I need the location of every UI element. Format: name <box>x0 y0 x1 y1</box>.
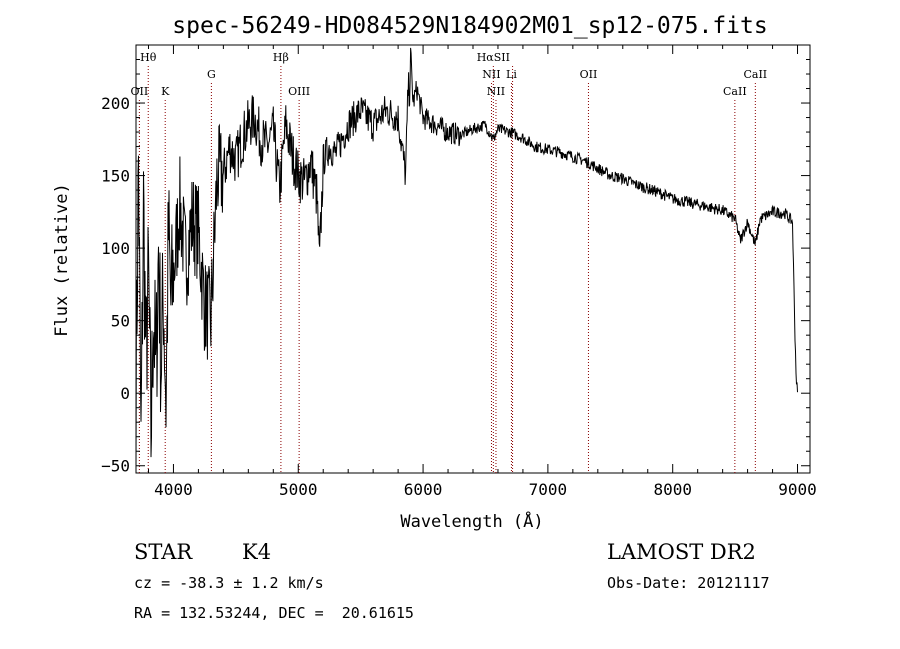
spectral-line-label: HαSII <box>477 51 510 64</box>
x-tick-label: 7000 <box>529 480 568 499</box>
chart-title: spec-56249-HD084529N184902M01_sp12-075.f… <box>172 13 767 39</box>
object-class: STAR <box>134 540 193 564</box>
x-tick-label: 4000 <box>154 480 193 499</box>
spectrum-line <box>135 47 798 469</box>
spectral-line-label: K <box>161 85 170 98</box>
observation-date: Obs-Date: 20121117 <box>607 574 770 592</box>
x-tick-label: 5000 <box>279 480 318 499</box>
spectral-line-label: G <box>207 68 216 81</box>
y-tick-label: 50 <box>111 312 130 331</box>
y-axis-label: Flux (relative) <box>52 183 72 337</box>
spectral-line-label: OII <box>131 85 149 98</box>
spectral-line-label: NII <box>482 68 500 81</box>
spectral-line-label: OIII <box>288 85 310 98</box>
spectral-line-label: CaII <box>723 85 747 98</box>
spectral-line-label: Hβ <box>273 51 289 64</box>
x-tick-label: 6000 <box>404 480 443 499</box>
x-tick-label: 9000 <box>778 480 817 499</box>
y-tick-label: 0 <box>120 384 130 403</box>
y-tick-label: 100 <box>101 239 130 258</box>
spectral-line-label: CaII <box>743 68 767 81</box>
redshift-cz: cz = -38.3 ± 1.2 km/s <box>134 574 324 592</box>
spectral-line-label: Hθ <box>140 51 157 64</box>
x-axis-label: Wavelength (Å) <box>400 510 543 532</box>
spectral-line-label: OII <box>580 68 598 81</box>
x-tick-label: 8000 <box>653 480 692 499</box>
y-tick-label: −50 <box>101 457 130 476</box>
spectral-line-label: Li <box>506 68 517 81</box>
plot-frame <box>135 44 811 474</box>
spectral-subclass: K4 <box>242 540 272 564</box>
y-tick-label: 200 <box>101 94 130 113</box>
survey-release: LAMOST DR2 <box>607 540 756 564</box>
spectral-line-label: NII <box>487 85 505 98</box>
ra-dec-coordinates: RA = 132.53244, DEC = 20.61615 <box>134 604 414 622</box>
y-tick-label: 150 <box>101 167 130 186</box>
